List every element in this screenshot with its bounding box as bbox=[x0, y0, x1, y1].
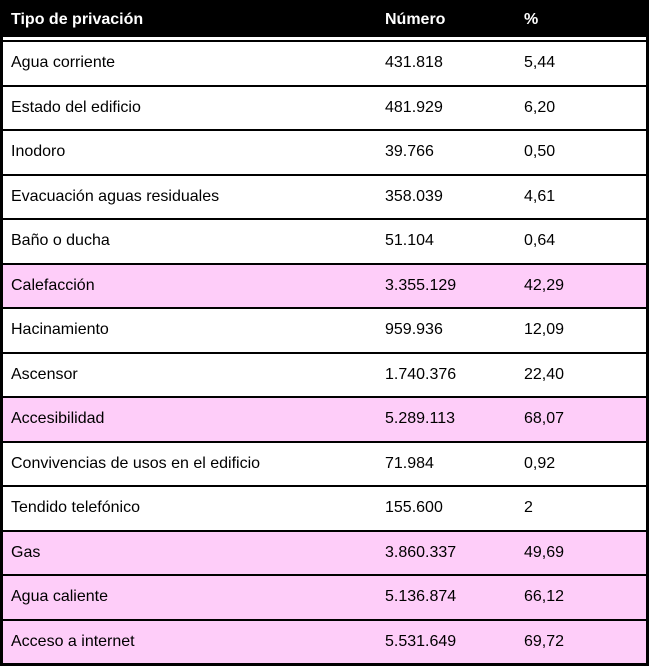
privation-type-cell: Convivencias de usos en el edificio bbox=[3, 440, 377, 485]
privation-type-cell: Calefacción bbox=[3, 262, 377, 307]
table-header: Tipo de privación Número % bbox=[3, 3, 646, 40]
numero-cell: 51.104 bbox=[377, 218, 516, 263]
table-row: Ascensor 1.740.376 22,40 bbox=[3, 351, 646, 396]
column-header-percent: % bbox=[516, 3, 646, 40]
header-row: Tipo de privación Número % bbox=[3, 3, 646, 40]
privation-type-cell: Ascensor bbox=[3, 351, 377, 396]
table-body: Agua corriente 431.818 5,44 Estado del e… bbox=[3, 40, 646, 663]
table-row: Hacinamiento 959.936 12,09 bbox=[3, 307, 646, 352]
numero-cell: 3.355.129 bbox=[377, 262, 516, 307]
table-row: Agua corriente 431.818 5,44 bbox=[3, 40, 646, 85]
percent-cell: 4,61 bbox=[516, 173, 646, 218]
table-row: Accesibilidad 5.289.113 68,07 bbox=[3, 396, 646, 441]
privation-type-cell: Gas bbox=[3, 529, 377, 574]
privation-type-cell: Estado del edificio bbox=[3, 84, 377, 129]
percent-cell: 0,50 bbox=[516, 129, 646, 174]
privation-type-cell: Acceso a internet bbox=[3, 618, 377, 663]
numero-cell: 155.600 bbox=[377, 485, 516, 530]
privation-type-cell: Tendido telefónico bbox=[3, 485, 377, 530]
percent-cell: 6,20 bbox=[516, 84, 646, 129]
privation-type-cell: Agua caliente bbox=[3, 574, 377, 619]
table-row: Estado del edificio 481.929 6,20 bbox=[3, 84, 646, 129]
numero-cell: 959.936 bbox=[377, 307, 516, 352]
numero-cell: 431.818 bbox=[377, 40, 516, 85]
privation-type-cell: Accesibilidad bbox=[3, 396, 377, 441]
privation-table: Tipo de privación Número % Agua corrient… bbox=[3, 3, 646, 663]
table-row: Convivencias de usos en el edificio 71.9… bbox=[3, 440, 646, 485]
table-row: Tendido telefónico 155.600 2 bbox=[3, 485, 646, 530]
table-row: Gas 3.860.337 49,69 bbox=[3, 529, 646, 574]
numero-cell: 71.984 bbox=[377, 440, 516, 485]
table-row: Baño o ducha 51.104 0,64 bbox=[3, 218, 646, 263]
percent-cell: 2 bbox=[516, 485, 646, 530]
percent-cell: 0,64 bbox=[516, 218, 646, 263]
privation-type-cell: Inodoro bbox=[3, 129, 377, 174]
column-header-tipo-de-privacion: Tipo de privación bbox=[3, 3, 377, 40]
privation-type-cell: Agua corriente bbox=[3, 40, 377, 85]
numero-cell: 5.531.649 bbox=[377, 618, 516, 663]
percent-cell: 68,07 bbox=[516, 396, 646, 441]
numero-cell: 5.136.874 bbox=[377, 574, 516, 619]
privation-type-cell: Hacinamiento bbox=[3, 307, 377, 352]
table-row: Inodoro 39.766 0,50 bbox=[3, 129, 646, 174]
numero-cell: 358.039 bbox=[377, 173, 516, 218]
percent-cell: 42,29 bbox=[516, 262, 646, 307]
table-row: Agua caliente 5.136.874 66,12 bbox=[3, 574, 646, 619]
percent-cell: 5,44 bbox=[516, 40, 646, 85]
table-row: Evacuación aguas residuales 358.039 4,61 bbox=[3, 173, 646, 218]
percent-cell: 12,09 bbox=[516, 307, 646, 352]
numero-cell: 5.289.113 bbox=[377, 396, 516, 441]
percent-cell: 0,92 bbox=[516, 440, 646, 485]
table-row: Calefacción 3.355.129 42,29 bbox=[3, 262, 646, 307]
percent-cell: 49,69 bbox=[516, 529, 646, 574]
privation-type-cell: Evacuación aguas residuales bbox=[3, 173, 377, 218]
numero-cell: 3.860.337 bbox=[377, 529, 516, 574]
percent-cell: 22,40 bbox=[516, 351, 646, 396]
percent-cell: 66,12 bbox=[516, 574, 646, 619]
numero-cell: 481.929 bbox=[377, 84, 516, 129]
numero-cell: 39.766 bbox=[377, 129, 516, 174]
numero-cell: 1.740.376 bbox=[377, 351, 516, 396]
table-row: Acceso a internet 5.531.649 69,72 bbox=[3, 618, 646, 663]
percent-cell: 69,72 bbox=[516, 618, 646, 663]
column-header-numero: Número bbox=[377, 3, 516, 40]
privation-type-cell: Baño o ducha bbox=[3, 218, 377, 263]
